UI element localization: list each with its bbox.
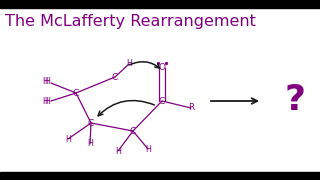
Text: C: C [73,89,79,98]
Text: O: O [158,64,165,73]
Text: C: C [159,96,165,105]
Bar [0,172,320,180]
Text: H: H [65,134,71,143]
Text: ?: ? [284,83,306,117]
Text: H: H [42,78,48,87]
Text: H: H [44,98,50,107]
Text: R: R [188,103,194,112]
Text: H: H [145,145,151,154]
Text: H: H [126,60,132,69]
Text: C: C [130,127,136,136]
Text: H: H [87,140,93,148]
Text: The McLafferty Rearrangement: The McLafferty Rearrangement [5,14,256,29]
Text: H: H [115,147,121,156]
Text: H: H [44,76,50,86]
Text: H: H [42,98,48,107]
Text: C: C [88,118,94,127]
Text: C: C [112,73,118,82]
Bar [0,0,320,8]
